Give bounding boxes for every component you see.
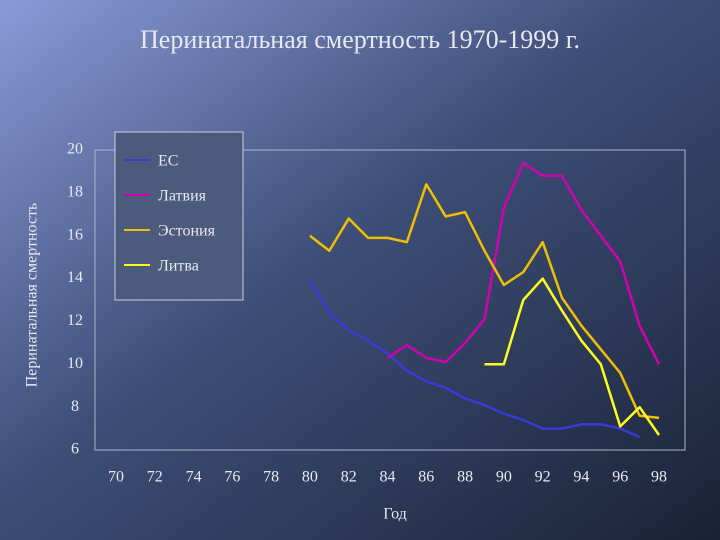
x-tick-label: 84 [380, 469, 396, 486]
x-tick-label: 92 [535, 469, 551, 486]
series-line [484, 277, 661, 436]
x-tick-label: 86 [418, 469, 434, 486]
x-tick-label: 94 [573, 469, 589, 486]
x-tick-label: 70 [108, 469, 124, 486]
x-tick-label: 80 [302, 469, 318, 486]
x-tick-label: 72 [147, 469, 163, 486]
y-tick-label: 20 [67, 141, 83, 158]
legend-label: Латвия [158, 188, 207, 205]
x-tick-label: 96 [612, 469, 628, 486]
x-tick-label: 78 [263, 469, 279, 486]
x-tick-label: 88 [457, 469, 473, 486]
y-tick-label: 6 [71, 441, 79, 458]
chart-title: Перинатальная смертность 1970-1999 г. [140, 25, 580, 54]
y-tick-label: 16 [67, 226, 83, 243]
x-tick-label: 74 [186, 469, 202, 486]
y-tick-label: 18 [67, 184, 83, 201]
y-axis-label: Перинатальная смертность [24, 203, 41, 388]
legend-label: ЕС [158, 153, 178, 170]
legend-label: Эстония [158, 223, 216, 240]
x-tick-label: 98 [651, 469, 667, 486]
series-line [308, 280, 641, 439]
y-tick-label: 14 [67, 269, 83, 286]
x-tick-label: 90 [496, 469, 512, 486]
y-tick-label: 10 [67, 355, 83, 372]
x-tick-label: 76 [224, 469, 240, 486]
series-line [309, 183, 660, 420]
y-tick-label: 12 [67, 312, 83, 329]
x-tick-label: 82 [341, 469, 357, 486]
plot-frame [94, 149, 686, 451]
legend-box [114, 131, 244, 301]
legend-label: Литва [158, 258, 199, 275]
y-tick-label: 8 [71, 398, 79, 415]
series-line [386, 161, 661, 365]
x-axis-label: Год [383, 506, 407, 523]
